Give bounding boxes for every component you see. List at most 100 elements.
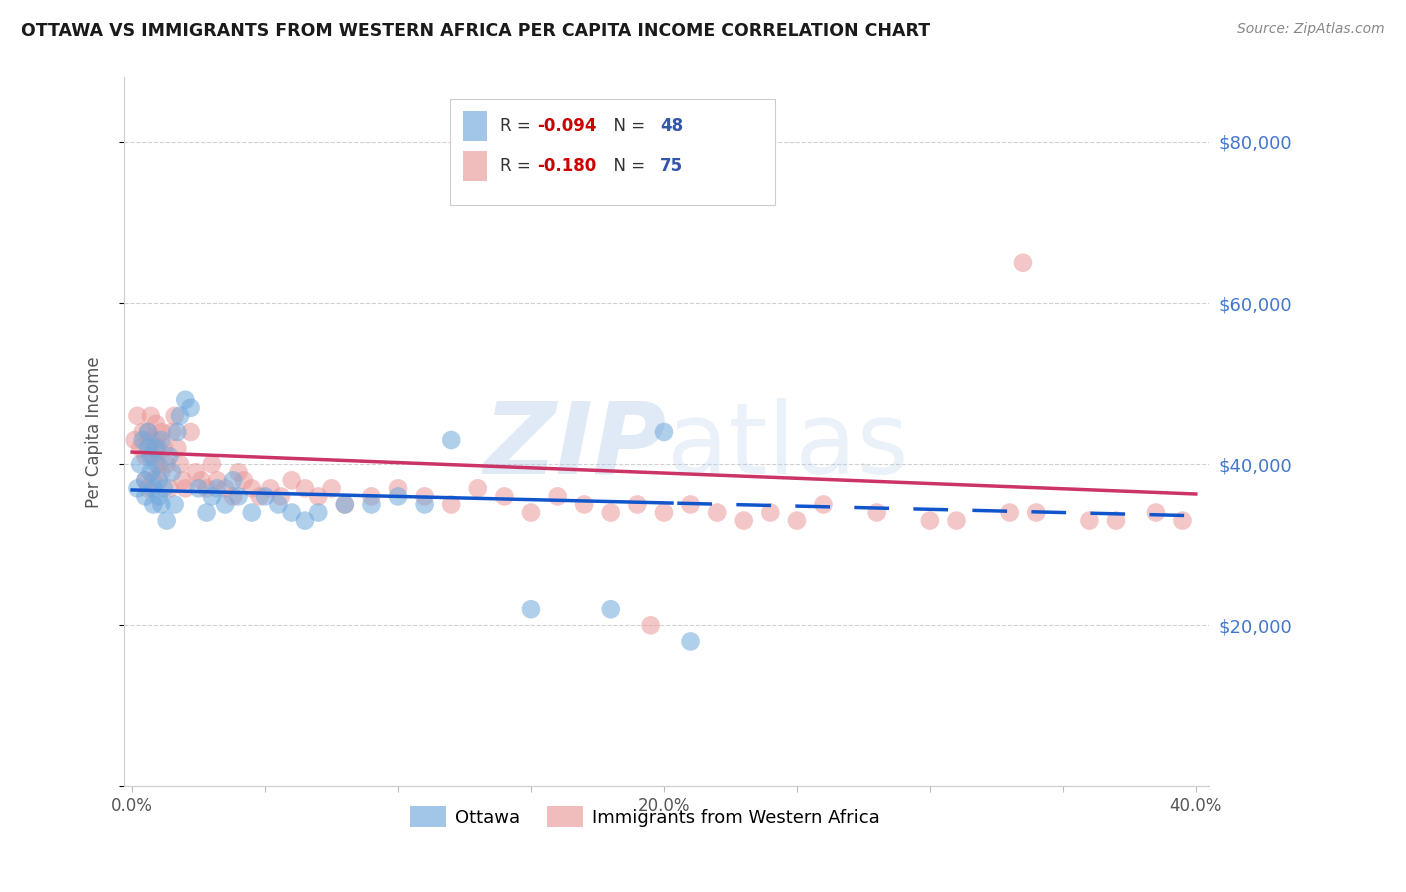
Text: atlas: atlas — [666, 398, 908, 495]
Point — [156, 457, 179, 471]
Point — [180, 425, 202, 439]
Point — [240, 481, 263, 495]
Point — [599, 602, 621, 616]
Text: 48: 48 — [659, 117, 683, 135]
Point — [679, 634, 702, 648]
Point — [134, 490, 156, 504]
Point — [918, 514, 941, 528]
FancyBboxPatch shape — [450, 99, 775, 205]
Point — [153, 441, 176, 455]
Point — [136, 425, 159, 439]
Point — [222, 490, 245, 504]
Text: -0.180: -0.180 — [537, 157, 596, 175]
Point — [387, 481, 409, 495]
Bar — [463, 111, 486, 141]
Point — [1144, 506, 1167, 520]
Point — [201, 457, 224, 471]
Text: R =: R = — [499, 157, 536, 175]
Point — [163, 409, 186, 423]
Point — [187, 481, 209, 495]
Point — [195, 506, 218, 520]
Point — [150, 498, 173, 512]
Point — [174, 392, 197, 407]
Point — [172, 473, 194, 487]
Point — [142, 473, 165, 487]
Point — [294, 481, 316, 495]
Point — [228, 490, 250, 504]
Point — [157, 481, 180, 495]
Text: 75: 75 — [659, 157, 683, 175]
Point — [139, 449, 162, 463]
Point — [156, 514, 179, 528]
Point — [160, 465, 183, 479]
Point — [184, 465, 207, 479]
Point — [132, 425, 155, 439]
Point — [440, 498, 463, 512]
Point — [249, 490, 271, 504]
Point — [205, 473, 228, 487]
Point — [572, 498, 595, 512]
Point — [240, 506, 263, 520]
Point — [153, 481, 176, 495]
Point — [148, 473, 170, 487]
Point — [998, 506, 1021, 520]
Point — [201, 490, 224, 504]
Point — [626, 498, 648, 512]
Point — [254, 490, 277, 504]
Point — [1078, 514, 1101, 528]
Point — [150, 465, 173, 479]
Point — [360, 498, 382, 512]
Point — [180, 401, 202, 415]
Text: R =: R = — [499, 117, 536, 135]
Point — [127, 409, 149, 423]
Text: Source: ZipAtlas.com: Source: ZipAtlas.com — [1237, 22, 1385, 37]
Point — [1171, 514, 1194, 528]
Point — [413, 490, 436, 504]
Point — [232, 473, 254, 487]
Point — [321, 481, 343, 495]
Point — [163, 498, 186, 512]
Point — [945, 514, 967, 528]
Legend: Ottawa, Immigrants from Western Africa: Ottawa, Immigrants from Western Africa — [402, 799, 887, 834]
Point — [333, 498, 356, 512]
Text: OTTAWA VS IMMIGRANTS FROM WESTERN AFRICA PER CAPITA INCOME CORRELATION CHART: OTTAWA VS IMMIGRANTS FROM WESTERN AFRICA… — [21, 22, 931, 40]
Point — [166, 441, 188, 455]
Point — [467, 481, 489, 495]
Point — [440, 433, 463, 447]
Point — [145, 441, 167, 455]
Point — [127, 481, 149, 495]
Point — [813, 498, 835, 512]
Point — [174, 481, 197, 495]
Point — [145, 433, 167, 447]
Point — [640, 618, 662, 632]
Point — [786, 514, 808, 528]
Point — [1105, 514, 1128, 528]
Point — [866, 506, 889, 520]
Point — [148, 457, 170, 471]
Point — [169, 409, 191, 423]
Point — [139, 465, 162, 479]
Point — [190, 473, 212, 487]
Point — [280, 473, 302, 487]
Point — [599, 506, 621, 520]
Point — [142, 449, 165, 463]
Point — [195, 481, 218, 495]
Point — [124, 433, 146, 447]
Point — [494, 490, 516, 504]
Point — [136, 425, 159, 439]
Point — [160, 425, 183, 439]
Point — [267, 498, 290, 512]
Point — [134, 473, 156, 487]
Text: ZIP: ZIP — [484, 398, 666, 495]
Point — [679, 498, 702, 512]
Point — [520, 506, 543, 520]
Point — [547, 490, 569, 504]
Point — [520, 602, 543, 616]
Point — [652, 425, 675, 439]
Point — [136, 441, 159, 455]
Point — [387, 490, 409, 504]
Point — [205, 481, 228, 495]
Point — [307, 506, 329, 520]
Point — [166, 425, 188, 439]
Point — [136, 481, 159, 495]
